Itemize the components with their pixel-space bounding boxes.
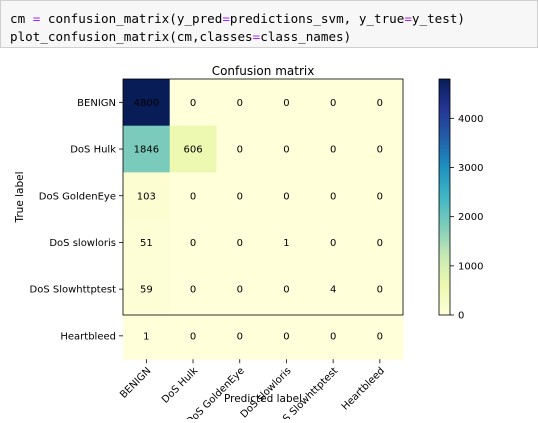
cm-cell-r4-c0 xyxy=(123,265,171,313)
cm-cell-r4-c1 xyxy=(169,265,217,313)
cm-cell-r0-c5 xyxy=(356,79,404,127)
cm-value-r2-c5: 0 xyxy=(377,191,383,202)
cm-value-r2-c4: 0 xyxy=(330,191,336,202)
cm-cell-r4-c2 xyxy=(216,265,264,313)
cm-value-r2-c2: 0 xyxy=(237,191,243,202)
cm-value-r4-c1: 0 xyxy=(190,285,196,296)
x-axis-label: Predicted label xyxy=(224,393,302,405)
code-line-1: cm = confusion_matrix(y_pred=predictions… xyxy=(10,11,465,26)
cm-cell-r4-c3 xyxy=(263,265,311,313)
x-tick-label-5: Heartbleed xyxy=(340,366,387,413)
cm-cell-r2-c3 xyxy=(263,172,311,220)
cm-value-r5-c3: 0 xyxy=(283,331,289,342)
cm-cell-r3-c4 xyxy=(309,219,357,267)
cm-value-r0-c5: 0 xyxy=(377,98,383,109)
x-tick-label-0: BENIGN xyxy=(118,366,153,401)
cm-cell-r1-c3 xyxy=(263,125,311,173)
cm-value-r4-c4: 4 xyxy=(330,285,336,296)
cm-value-r4-c0: 59 xyxy=(140,285,153,296)
cm-cell-r3-c0 xyxy=(123,219,171,267)
cm-cell-r3-c3 xyxy=(263,219,311,267)
cm-value-r0-c2: 0 xyxy=(237,98,243,109)
colorbar-tick-label-2: 2000 xyxy=(458,212,483,223)
cm-value-r1-c0: 1846 xyxy=(134,145,159,156)
chart-title: Confusion matrix xyxy=(212,64,315,78)
cm-cell-r1-c4 xyxy=(309,125,357,173)
cm-cell-r5-c4 xyxy=(309,312,357,360)
y-tick-label-2: DoS GoldenEye xyxy=(39,191,116,202)
y-axis-label: True label xyxy=(14,171,26,223)
y-tick-label-1: DoS Hulk xyxy=(70,145,116,156)
cm-value-r5-c4: 0 xyxy=(330,331,336,342)
colorbar-tick-label-4: 4000 xyxy=(458,114,483,125)
cm-value-r2-c1: 0 xyxy=(190,191,196,202)
colorbar xyxy=(438,78,451,316)
cm-cell-r0-c3 xyxy=(263,79,311,127)
cm-value-r4-c3: 0 xyxy=(283,285,289,296)
cm-cell-r2-c5 xyxy=(356,172,404,220)
cm-cell-r3-c2 xyxy=(216,219,264,267)
cm-cell-r2-c4 xyxy=(309,172,357,220)
cm-value-r5-c0: 1 xyxy=(143,331,149,342)
y-tick-label-0: BENIGN xyxy=(77,98,116,109)
cm-value-r5-c1: 0 xyxy=(190,331,196,342)
cm-cell-r1-c1 xyxy=(169,125,217,173)
cm-cell-r1-c2 xyxy=(216,125,264,173)
code-line-2: plot_confusion_matrix(cm,classes=class_n… xyxy=(10,29,352,44)
cm-cell-r1-c5 xyxy=(356,125,404,173)
cm-value-r1-c4: 0 xyxy=(330,145,336,156)
cm-value-r3-c3: 1 xyxy=(283,238,289,249)
cm-cell-r5-c3 xyxy=(263,312,311,360)
x-tick-label-1: DoS Hulk xyxy=(160,365,200,405)
cm-value-r1-c5: 0 xyxy=(377,145,383,156)
cm-cell-r2-c0 xyxy=(123,172,171,220)
cm-value-r0-c0: 4800 xyxy=(134,98,159,109)
colorbar-tick-label-0: 0 xyxy=(458,311,464,322)
cm-value-r0-c3: 0 xyxy=(283,98,289,109)
colorbar-tick-label-1: 1000 xyxy=(458,261,483,272)
code-cell[interactable]: cm = confusion_matrix(y_pred=predictions… xyxy=(0,0,538,48)
cm-value-r3-c0: 51 xyxy=(140,238,153,249)
cm-value-r2-c3: 0 xyxy=(283,191,289,202)
cm-cell-r0-c2 xyxy=(216,79,264,127)
y-tick-label-3: DoS slowloris xyxy=(49,238,116,249)
colorbar-tick-label-3: 3000 xyxy=(458,163,483,174)
cm-value-r3-c1: 0 xyxy=(190,238,196,249)
cm-value-r0-c1: 0 xyxy=(190,98,196,109)
cm-cell-r3-c1 xyxy=(169,219,217,267)
cm-value-r4-c2: 0 xyxy=(237,285,243,296)
y-tick-label-5: Heartbleed xyxy=(60,331,116,342)
cm-cell-r0-c4 xyxy=(309,79,357,127)
cm-value-r1-c1: 606 xyxy=(184,145,203,156)
cm-cell-r5-c2 xyxy=(216,312,264,360)
cm-value-r4-c5: 0 xyxy=(377,285,383,296)
cm-cell-r5-c0 xyxy=(123,312,171,360)
cm-value-r3-c2: 0 xyxy=(237,238,243,249)
cm-cell-r5-c5 xyxy=(356,312,404,360)
cm-value-r5-c5: 0 xyxy=(377,331,383,342)
cm-cell-r2-c1 xyxy=(169,172,217,220)
cm-cell-r3-c5 xyxy=(356,219,404,267)
cm-cell-r2-c2 xyxy=(216,172,264,220)
cm-cell-r4-c5 xyxy=(356,265,404,313)
cm-cell-r4-c4 xyxy=(309,265,357,313)
cm-value-r1-c2: 0 xyxy=(237,145,243,156)
cm-cell-r1-c0 xyxy=(123,125,171,173)
cm-cell-r0-c1 xyxy=(169,79,217,127)
cm-value-r1-c3: 0 xyxy=(283,145,289,156)
cm-value-r2-c0: 103 xyxy=(137,191,156,202)
cm-value-r3-c5: 0 xyxy=(377,238,383,249)
cm-value-r3-c4: 0 xyxy=(330,238,336,249)
y-tick-label-4: DoS Slowhttptest xyxy=(30,285,117,296)
cm-cell-r0-c0 xyxy=(123,79,171,127)
cm-value-r0-c4: 0 xyxy=(330,98,336,109)
plot-frame xyxy=(122,78,404,316)
cm-value-r5-c2: 0 xyxy=(237,331,243,342)
output-area: 4800 0 0 0 0 0 1846 606 0 0 0 0 103 0 0 0 0 0 51 0 0 1 0 0 59 0 0 0… xyxy=(0,52,538,423)
cm-cell-r5-c1 xyxy=(169,312,217,360)
